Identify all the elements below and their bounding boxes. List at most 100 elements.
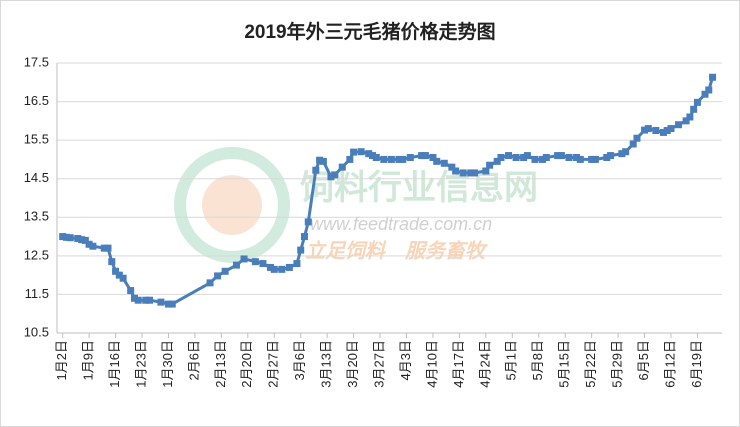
data-point: [365, 150, 373, 158]
data-point: [214, 272, 222, 280]
data-point: [433, 157, 441, 165]
data-point: [266, 263, 274, 271]
data-point: [130, 294, 138, 302]
data-point: [346, 155, 354, 163]
x-tick-label: 6月19日: [689, 340, 704, 388]
data-point: [127, 287, 135, 295]
data-point: [493, 157, 501, 165]
data-point: [448, 163, 456, 171]
x-tick-label: 6月12日: [662, 340, 677, 388]
x-tick-label: 5月15日: [557, 340, 572, 388]
data-point: [100, 244, 108, 252]
data-point: [157, 298, 165, 306]
data-point: [331, 171, 339, 179]
data-point: [497, 154, 505, 161]
x-tick-label: 1月23日: [133, 340, 148, 388]
data-point: [701, 90, 709, 98]
x-tick-label: 4月24日: [477, 340, 492, 388]
data-point: [119, 274, 127, 282]
data-point: [74, 235, 82, 242]
data-point: [591, 155, 599, 163]
x-tick-label: 1月2日: [54, 340, 69, 380]
data-point: [565, 154, 573, 161]
data-point: [542, 154, 550, 161]
data-point: [622, 148, 630, 156]
x-tick-label: 5月22日: [583, 340, 598, 388]
data-point: [421, 152, 429, 160]
data-point: [690, 105, 698, 113]
x-tick-label: 3月13日: [319, 340, 334, 388]
data-point: [206, 279, 214, 287]
data-point: [531, 155, 539, 163]
data-point: [112, 267, 120, 275]
data-point: [78, 236, 86, 244]
data-point: [293, 260, 301, 268]
data-point: [693, 98, 701, 106]
y-tick-label: 16.5: [24, 93, 49, 108]
data-point: [146, 296, 154, 304]
data-point: [142, 296, 150, 304]
data-point: [554, 152, 562, 160]
data-point: [357, 148, 365, 156]
y-tick-label: 13.5: [24, 209, 49, 224]
data-point: [588, 155, 596, 163]
data-point: [240, 255, 248, 263]
x-tick-label: 3月20日: [345, 340, 360, 388]
data-point: [603, 154, 611, 161]
x-tick-label: 5月29日: [610, 340, 625, 388]
data-point: [667, 125, 675, 133]
data-point: [232, 261, 240, 269]
x-tick-label: 4月3日: [398, 340, 413, 380]
data-point: [467, 169, 475, 177]
x-tick-label: 3月6日: [292, 340, 307, 380]
x-tick-label: 2月27日: [266, 340, 281, 388]
x-tick-label: 4月17日: [451, 340, 466, 388]
data-point: [505, 152, 513, 160]
data-point: [399, 155, 407, 163]
data-point: [297, 246, 305, 254]
data-point: [644, 125, 652, 133]
data-point: [168, 300, 176, 308]
data-point: [459, 169, 467, 177]
data-point: [304, 218, 312, 226]
data-point: [573, 154, 581, 161]
y-tick-label: 14.5: [24, 170, 49, 185]
data-point: [406, 154, 414, 161]
data-point: [338, 163, 346, 171]
data-point: [327, 173, 335, 181]
data-point: [675, 121, 683, 129]
data-point: [259, 260, 267, 268]
data-point: [682, 117, 690, 125]
y-tick-label: 10.5: [24, 324, 49, 339]
data-point: [221, 267, 229, 275]
x-tick-label: 2月6日: [186, 340, 201, 380]
watermark: [174, 147, 290, 263]
data-point: [576, 155, 584, 163]
data-point: [300, 233, 308, 241]
data-point: [659, 128, 667, 136]
data-point: [312, 166, 320, 174]
x-tick-label: 2月20日: [239, 340, 254, 388]
data-point: [368, 152, 376, 160]
x-tick-label: 1月9日: [81, 340, 96, 380]
data-point: [709, 73, 717, 81]
data-point: [618, 150, 626, 158]
data-point: [633, 134, 641, 142]
data-point: [523, 152, 531, 160]
data-point: [251, 258, 259, 266]
watermark-slogan: 立足饲料 服务畜牧: [305, 239, 488, 262]
y-tick-label: 15.5: [24, 132, 49, 147]
watermark-title: 饲料行业信息网: [300, 168, 538, 207]
data-point: [629, 140, 637, 148]
watermark-logo: [174, 147, 290, 263]
data-point: [319, 157, 327, 165]
x-tick-label: 5月8日: [530, 340, 545, 380]
data-point: [115, 271, 123, 279]
data-point: [108, 258, 116, 266]
data-point: [350, 148, 358, 156]
data-point: [104, 244, 112, 252]
x-tick-label: 6月5日: [636, 340, 651, 380]
data-point: [270, 265, 278, 273]
